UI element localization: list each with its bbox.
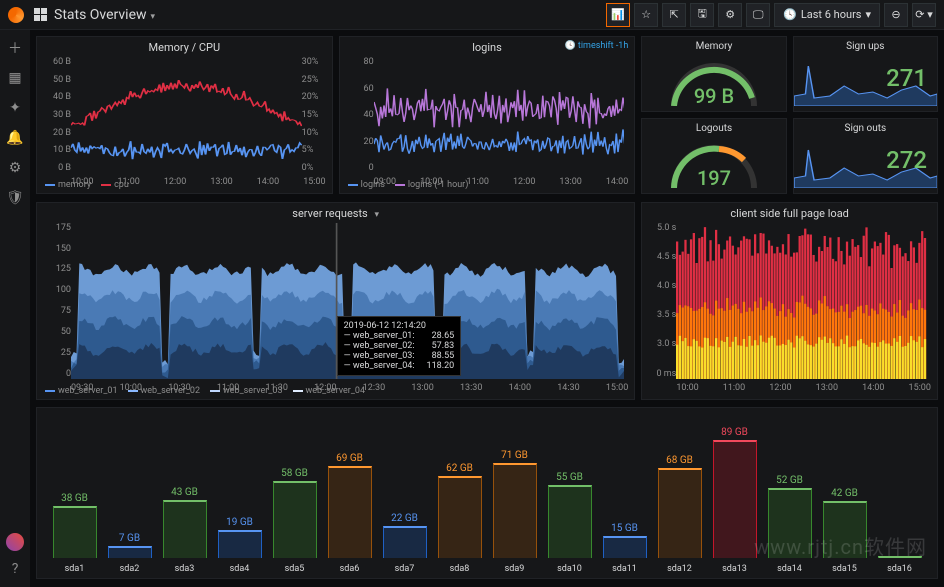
bar-sda3[interactable]: 43 GB bbox=[157, 414, 212, 558]
settings-button[interactable]: ⚙ bbox=[718, 3, 742, 27]
zoom-out-button[interactable]: ⊖ bbox=[884, 3, 908, 27]
topbar: Stats Overview▾ 📊 ☆ ⇱ 🖫 ⚙ 🖵 🕓 Last 6 hou… bbox=[0, 0, 944, 30]
bar-sda9[interactable]: 71 GB bbox=[487, 414, 542, 558]
bar-sda15[interactable]: 42 GB bbox=[817, 414, 872, 558]
stat-memory[interactable]: Memory 99 B bbox=[641, 36, 786, 112]
panel-title: Memory / CPU bbox=[37, 37, 332, 58]
panel-memory-cpu[interactable]: Memory / CPU 60 B50 B40 B30 B20 B10 B0 B… bbox=[36, 36, 333, 194]
panel-client-load[interactable]: client side full page load 5.0 s4.5 s4.0… bbox=[641, 202, 938, 400]
bar-sda16[interactable] bbox=[872, 414, 927, 558]
tooltip: 2019-06-12 12:14:20 — web_server_01:28.6… bbox=[337, 316, 462, 376]
alerting-icon[interactable]: 🔔 bbox=[7, 130, 23, 146]
bar-sda10[interactable]: 55 GB bbox=[542, 414, 597, 558]
help-icon[interactable]: ? bbox=[7, 561, 23, 577]
stat-signups[interactable]: Sign ups 271 bbox=[793, 36, 938, 112]
time-range-button[interactable]: 🕓 Last 6 hours ▾ bbox=[774, 3, 880, 27]
bar-sda5[interactable]: 58 GB bbox=[267, 414, 322, 558]
bar-sda2[interactable]: 7 GB bbox=[102, 414, 157, 558]
share-button[interactable]: ⇱ bbox=[662, 3, 686, 27]
grafana-logo-icon[interactable] bbox=[8, 7, 24, 23]
add-panel-button[interactable]: 📊 bbox=[606, 3, 630, 27]
stat-logouts[interactable]: Logouts 197 bbox=[641, 118, 786, 194]
save-button[interactable]: 🖫 bbox=[690, 3, 714, 27]
dashboard-grid-icon[interactable] bbox=[34, 8, 48, 22]
avatar[interactable] bbox=[6, 533, 24, 551]
refresh-button[interactable]: ⟳ ▾ bbox=[912, 3, 936, 27]
bar-sda13[interactable]: 89 GB bbox=[707, 414, 762, 558]
timeshift-badge: 🕓 timeshift -1h bbox=[564, 41, 628, 51]
create-icon[interactable]: ＋ bbox=[7, 40, 23, 56]
panel-logins[interactable]: logins 🕓 timeshift -1h 806040200 09:0010… bbox=[339, 36, 636, 194]
sidebar: ＋ ▦ ✦ 🔔 ⚙ 🛡 ? bbox=[0, 30, 30, 587]
cycle-view-button[interactable]: 🖵 bbox=[746, 3, 770, 27]
dashboards-icon[interactable]: ▦ bbox=[7, 70, 23, 86]
page-title[interactable]: Stats Overview▾ bbox=[54, 7, 155, 23]
config-icon[interactable]: ⚙ bbox=[7, 160, 23, 176]
bar-sda1[interactable]: 38 GB bbox=[47, 414, 102, 558]
bar-sda14[interactable]: 52 GB bbox=[762, 414, 817, 558]
bar-sda11[interactable]: 15 GB bbox=[597, 414, 652, 558]
stat-signouts[interactable]: Sign outs 272 bbox=[793, 118, 938, 194]
bar-sda7[interactable]: 22 GB bbox=[377, 414, 432, 558]
chevron-down-icon: ▾ bbox=[151, 12, 156, 22]
explore-icon[interactable]: ✦ bbox=[7, 100, 23, 116]
bar-sda8[interactable]: 62 GB bbox=[432, 414, 487, 558]
panel-disk-bars[interactable]: 38 GB7 GB43 GB19 GB58 GB69 GB22 GB62 GB7… bbox=[36, 407, 938, 579]
bar-sda4[interactable]: 19 GB bbox=[212, 414, 267, 558]
bar-sda12[interactable]: 68 GB bbox=[652, 414, 707, 558]
shield-icon[interactable]: 🛡 bbox=[7, 190, 23, 206]
panel-server-requests[interactable]: server requests ▾ 1751501251007550250 20… bbox=[36, 202, 635, 400]
star-button[interactable]: ☆ bbox=[634, 3, 658, 27]
bar-sda6[interactable]: 69 GB bbox=[322, 414, 377, 558]
